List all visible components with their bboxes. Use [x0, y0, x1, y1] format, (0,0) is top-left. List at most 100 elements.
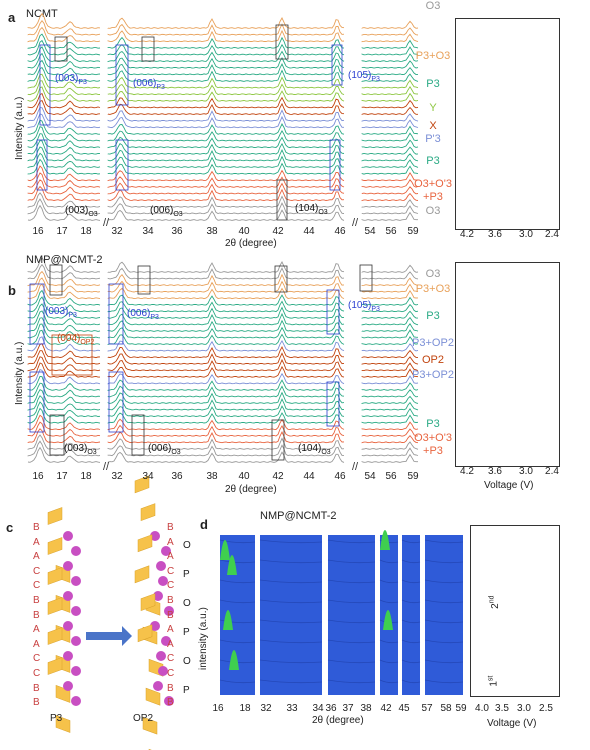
- xrd-trace: [361, 303, 419, 313]
- xrd-trace: [107, 142, 345, 155]
- peak-box: [137, 265, 151, 295]
- surface-peak: [229, 650, 239, 670]
- axis-break-mark: //: [103, 461, 110, 473]
- xrd-trace: [27, 158, 101, 175]
- xrd-trace: [107, 424, 345, 437]
- phase-label: O3+O'3: [414, 178, 452, 190]
- xrd-trace: [361, 453, 418, 463]
- polyhedron: [134, 475, 150, 494]
- xrd-trace: [107, 29, 345, 43]
- xrd-trace: [361, 375, 419, 385]
- xrd-trace: [361, 53, 419, 62]
- xrd-trace: [361, 389, 419, 398]
- xrd-trace: [27, 152, 101, 169]
- peak-box: [39, 44, 51, 126]
- xrd-trace: [361, 33, 419, 43]
- xrd-trace: [361, 153, 419, 162]
- surface-ridge: [424, 639, 464, 644]
- surface-panel: [328, 535, 375, 695]
- xrd-trace: [27, 39, 101, 56]
- xrd-trace: [361, 39, 419, 49]
- surface-ridge: [424, 679, 464, 684]
- stacking-letter: B: [167, 697, 174, 709]
- x-tick-label: 36: [171, 226, 183, 237]
- surface-peak: [223, 610, 233, 630]
- xrd-trace: [107, 405, 345, 417]
- stacking-letter: C: [167, 580, 175, 592]
- xrd-trace: [27, 133, 101, 149]
- xrd-trace: [107, 162, 345, 175]
- phase-label: P'3: [425, 133, 441, 145]
- xrd-trace: [361, 395, 419, 404]
- xrd-trace: [361, 310, 419, 319]
- stacking-letter: C: [167, 653, 175, 665]
- stacking-letter: A: [33, 638, 40, 650]
- x-tick-label: 56: [385, 471, 397, 482]
- atom: [156, 651, 166, 661]
- voltage-tick-label: 2.4: [545, 229, 559, 240]
- phase-label: OP2: [421, 354, 444, 366]
- stacking-letter: A: [167, 624, 174, 636]
- stacking-letter: B: [33, 609, 40, 621]
- surface-ridge: [379, 599, 399, 604]
- xrd-trace: [361, 382, 419, 391]
- surface-ridge: [424, 599, 464, 604]
- stacking-letter: C: [33, 580, 41, 592]
- surface-ridge: [259, 679, 323, 684]
- peak-box: [141, 36, 155, 62]
- xrd-trace: [107, 129, 345, 142]
- xrd-trace: [107, 50, 345, 63]
- xrd-trace: [27, 146, 101, 162]
- xrd-trace: [27, 256, 101, 273]
- xrd-trace: [361, 349, 418, 359]
- xrd-trace: [107, 444, 345, 457]
- atom: [161, 636, 171, 646]
- x-tick-label: 42: [272, 471, 284, 482]
- xrd-trace: [361, 277, 419, 286]
- xrd-trace: [361, 335, 419, 345]
- xrd-trace: [361, 172, 419, 182]
- peak-box: [326, 289, 340, 335]
- phase-label: +P3: [423, 191, 443, 203]
- stacking-letter: B: [167, 522, 174, 533]
- atom: [63, 681, 73, 691]
- b-anno-003-p3: (003)P3: [45, 306, 77, 319]
- xrd-trace: [361, 205, 419, 215]
- stacking-letter: A: [167, 536, 174, 548]
- b-anno-006-p3: (006)P3: [127, 308, 159, 321]
- peak-box: [329, 139, 341, 191]
- xrd-trace: [27, 310, 101, 326]
- xrd-trace: [107, 188, 345, 201]
- xrd-trace: [107, 431, 345, 444]
- xrd-trace: [107, 261, 345, 273]
- surface-ridge: [327, 539, 376, 544]
- x-tick-label: 18: [239, 703, 251, 714]
- xrd-trace: [107, 36, 345, 49]
- polyhedron: [140, 593, 156, 612]
- x-tick-label: 46: [334, 471, 346, 482]
- surface-ridge: [401, 559, 421, 564]
- panel-a-voltage-frame: [455, 18, 560, 230]
- layer-type-letter: P: [183, 569, 190, 580]
- peak-box: [274, 265, 288, 293]
- x-tick-label: 18: [80, 471, 92, 482]
- xrd-trace: [107, 379, 345, 391]
- surface-ridge: [259, 539, 323, 544]
- xrd-trace: [361, 343, 419, 352]
- xrd-trace: [27, 107, 101, 122]
- surface-ridge: [259, 659, 323, 664]
- xrd-trace: [361, 79, 419, 89]
- xrd-trace: [27, 446, 101, 463]
- phase-label: P3+O3: [415, 283, 451, 295]
- axis-break-mark: //: [352, 461, 359, 473]
- xrd-trace: [361, 283, 419, 293]
- surface-ridge: [401, 539, 421, 544]
- xrd-trace: [27, 80, 101, 96]
- xrd-trace: [107, 123, 345, 135]
- panel-d-voltage-label: Voltage (V): [487, 718, 537, 729]
- polyhedron: [55, 715, 71, 733]
- surface-ridge: [424, 579, 464, 584]
- xrd-trace: [107, 43, 345, 56]
- x-tick-label: 56: [385, 226, 397, 237]
- peak-box: [326, 381, 340, 427]
